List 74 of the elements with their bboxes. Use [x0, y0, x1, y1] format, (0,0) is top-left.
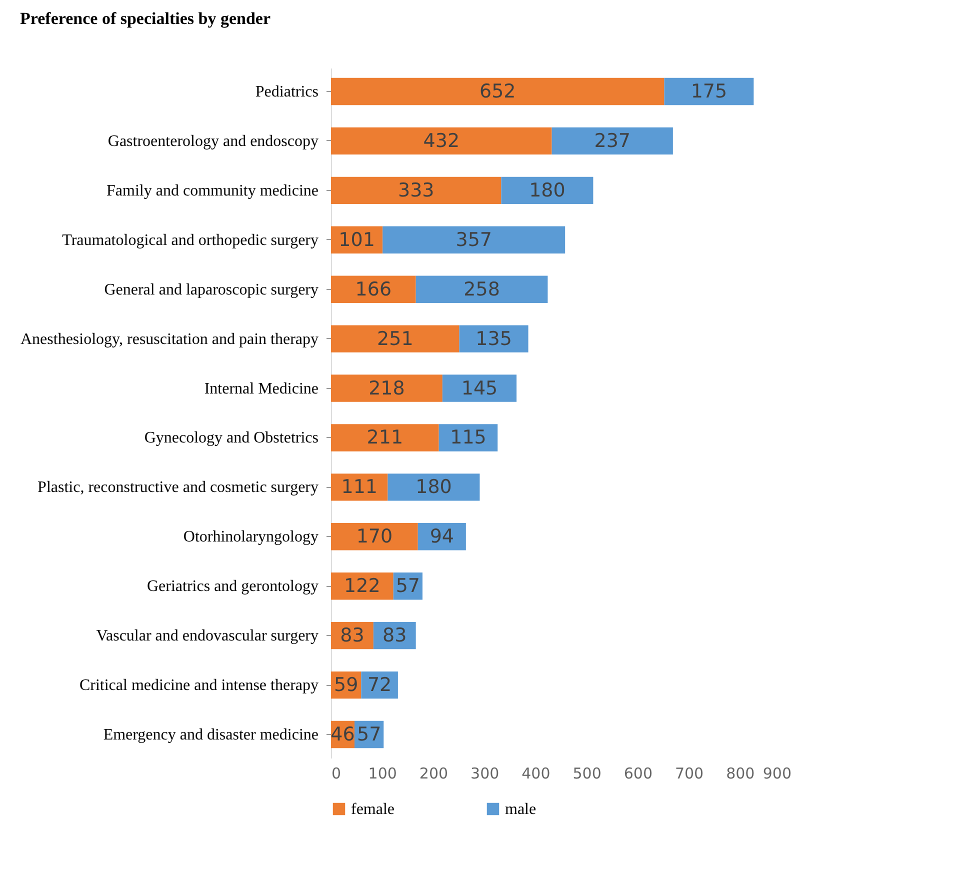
bar: [331, 127, 552, 155]
data-label: 237: [594, 130, 630, 152]
y-tick-label: Plastic, reconstructive and cosmetic surgery: [38, 479, 318, 496]
bar: [331, 374, 442, 402]
data-label: 145: [461, 377, 498, 400]
data-label: 652: [479, 80, 516, 102]
bar: [418, 523, 466, 550]
data-label: 83: [340, 624, 364, 647]
x-tick-label: 0: [332, 764, 342, 782]
x-tick-label: 200: [419, 764, 448, 782]
text: Preference of specialties by gender: [20, 9, 271, 28]
x-tick-label: 500: [572, 764, 602, 782]
bar: [442, 374, 517, 402]
data-label: 101: [338, 228, 375, 251]
x-tick-label: 300: [470, 764, 500, 782]
bar: [331, 176, 502, 204]
data-label: 432: [423, 130, 460, 152]
data-label: 135: [476, 328, 512, 350]
data-label: 111: [341, 476, 378, 498]
bar: [501, 176, 594, 204]
x-tick-label: 600: [624, 764, 652, 782]
data-label: 166: [355, 278, 392, 300]
y-tick-label: Traumatological and orthopedic surgery: [62, 232, 318, 249]
x-tick-label: 100: [368, 764, 397, 782]
data-label: 94: [430, 526, 454, 548]
x-tick-label: 400: [522, 764, 550, 782]
data-label: 46: [330, 724, 355, 746]
bar: [438, 424, 498, 452]
y-tick-label: General and laparoscopic surgery: [104, 281, 318, 298]
data-label: 59: [334, 674, 358, 696]
y-tick-label: Critical medicine and intense therapy: [79, 677, 318, 694]
data-label: 170: [356, 526, 393, 548]
y-tick-label: Geriatrics and gerontology: [147, 578, 318, 596]
bar: [331, 474, 388, 501]
data-label: 57: [356, 724, 382, 746]
data-label: 258: [464, 278, 500, 300]
data-label: 251: [377, 328, 414, 350]
y-tick-label: Internal Medicine: [204, 380, 318, 398]
bar: [331, 523, 418, 550]
bar: [388, 474, 480, 501]
bar: [552, 127, 673, 155]
bar: [459, 325, 528, 352]
data-label: 357: [456, 228, 492, 251]
y-tick-label: Emergency and disaster medicine: [103, 726, 318, 744]
bar: [331, 276, 416, 303]
data-label: 180: [529, 179, 566, 202]
x-tick-label: 900: [762, 764, 792, 782]
data-label: 180: [416, 476, 452, 498]
data-label: 211: [366, 426, 404, 449]
data-label: 115: [450, 426, 486, 449]
legend-label: male: [505, 801, 536, 818]
data-label: 72: [367, 674, 392, 696]
bar: [331, 325, 460, 352]
y-tick-label: Gastroenterology and endoscopy: [108, 132, 318, 150]
x-tick-label: 800: [726, 764, 755, 782]
y-tick-label: Pediatrics: [255, 83, 318, 100]
y-tick-label: Gynecology and Obstetrics: [144, 430, 318, 447]
bar: [416, 276, 548, 303]
data-label: 333: [398, 179, 434, 202]
y-tick-label: Anesthesiology, resuscitation and pain therapy: [20, 330, 318, 348]
bar: [331, 424, 439, 452]
y-tick-label: Vascular and endovascular surgery: [96, 628, 318, 645]
bar: [331, 78, 664, 106]
y-tick-label: Otorhinolaryngology: [183, 528, 318, 546]
data-label: 83: [382, 624, 407, 647]
data-label: 122: [344, 575, 380, 598]
legend-label: female: [351, 801, 395, 818]
data-label: 57: [396, 575, 420, 598]
x-tick-label: 700: [674, 764, 704, 782]
y-tick-label: Family and community medicine: [106, 182, 318, 200]
bar: [664, 78, 754, 106]
data-label: 175: [690, 80, 728, 102]
data-label: 218: [368, 377, 405, 400]
bar: [382, 226, 566, 254]
